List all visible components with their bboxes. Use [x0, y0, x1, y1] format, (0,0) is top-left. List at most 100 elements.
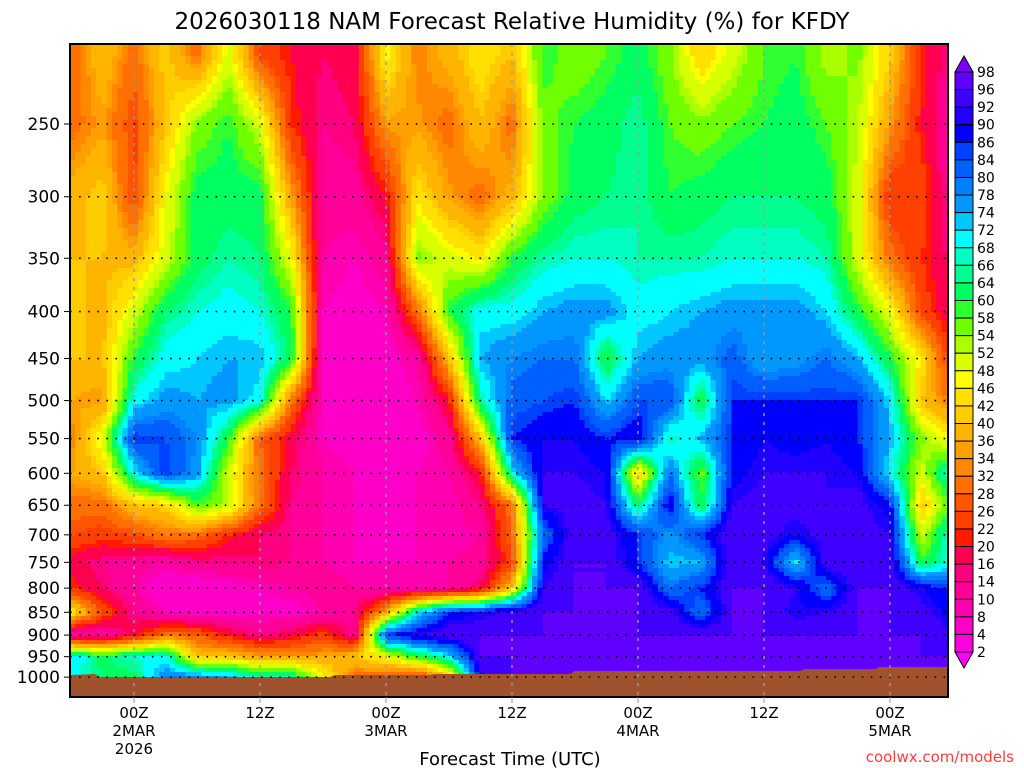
rh-cell — [180, 520, 186, 525]
rh-cell — [154, 528, 160, 533]
rh-cell — [144, 392, 150, 397]
rh-cell — [217, 232, 223, 237]
rh-cell — [102, 628, 108, 633]
rh-cell — [217, 636, 223, 641]
rh-cell — [175, 496, 181, 501]
rh-cell — [75, 432, 81, 437]
rh-cell — [217, 224, 223, 229]
rh-cell — [191, 88, 197, 93]
rh-cell — [96, 204, 102, 209]
rh-cell — [207, 324, 213, 329]
rh-cell — [175, 392, 181, 397]
rh-cell — [175, 428, 181, 433]
rh-cell — [228, 140, 234, 145]
rh-cell — [128, 208, 134, 213]
rh-cell — [128, 240, 134, 245]
rh-cell — [81, 500, 87, 505]
rh-cell — [81, 440, 87, 445]
rh-cell — [159, 236, 165, 241]
rh-cell — [91, 512, 97, 517]
rh-cell — [201, 408, 207, 413]
rh-cell — [86, 392, 92, 397]
rh-cell — [212, 596, 218, 601]
rh-cell — [175, 604, 181, 609]
rh-cell — [186, 508, 192, 513]
rh-cell — [123, 444, 129, 449]
rh-cell — [128, 304, 134, 309]
rh-cell — [196, 48, 202, 53]
rh-cell — [102, 232, 108, 237]
rh-cell — [112, 208, 118, 213]
rh-cell — [138, 412, 144, 417]
rh-cell — [117, 348, 123, 353]
rh-cell — [96, 600, 102, 605]
rh-cell — [154, 128, 160, 133]
rh-cell — [144, 84, 150, 89]
rh-cell — [96, 340, 102, 345]
rh-cell — [165, 272, 171, 277]
rh-cell — [170, 620, 176, 625]
rh-cell — [196, 216, 202, 221]
rh-cell — [222, 408, 228, 413]
rh-cell — [81, 392, 87, 397]
rh-cell — [180, 160, 186, 165]
rh-cell — [201, 564, 207, 569]
rh-cell — [154, 200, 160, 205]
rh-cell — [107, 192, 113, 197]
rh-cell — [228, 96, 234, 101]
rh-cell — [144, 168, 150, 173]
rh-cell — [138, 368, 144, 373]
rh-cell — [201, 480, 207, 485]
rh-cell — [222, 488, 228, 493]
rh-cell — [191, 84, 197, 89]
rh-cell — [186, 228, 192, 233]
rh-cell — [175, 408, 181, 413]
rh-cell — [117, 128, 123, 133]
rh-cell — [133, 668, 139, 673]
rh-cell — [123, 260, 129, 265]
rh-cell — [191, 532, 197, 537]
rh-cell — [186, 188, 192, 193]
rh-cell — [128, 588, 134, 593]
rh-cell — [133, 84, 139, 89]
rh-cell — [123, 304, 129, 309]
rh-cell — [154, 560, 160, 565]
rh-cell — [81, 508, 87, 513]
rh-cell — [191, 388, 197, 393]
rh-cell — [217, 564, 223, 569]
rh-cell — [81, 580, 87, 585]
rh-cell — [165, 168, 171, 173]
rh-cell — [75, 128, 81, 133]
rh-cell — [222, 644, 228, 649]
rh-cell — [91, 500, 97, 505]
rh-cell — [112, 52, 118, 57]
rh-cell — [186, 220, 192, 225]
rh-cell — [159, 524, 165, 529]
rh-cell — [175, 80, 181, 85]
rh-cell — [175, 252, 181, 257]
rh-cell — [222, 320, 228, 325]
rh-cell — [123, 412, 129, 417]
rh-cell — [170, 624, 176, 629]
rh-cell — [217, 56, 223, 61]
rh-cell — [96, 592, 102, 597]
rh-cell — [180, 84, 186, 89]
rh-cell — [123, 252, 129, 257]
rh-cell — [117, 60, 123, 65]
rh-cell — [123, 272, 129, 277]
rh-cell — [96, 476, 102, 481]
rh-cell — [180, 52, 186, 57]
rh-cell — [222, 236, 228, 241]
rh-cell — [207, 304, 213, 309]
rh-cell — [186, 152, 192, 157]
rh-cell — [175, 188, 181, 193]
rh-cell — [201, 300, 207, 305]
rh-cell — [138, 76, 144, 81]
rh-cell — [81, 300, 87, 305]
rh-cell — [165, 124, 171, 129]
rh-cell — [228, 168, 234, 173]
rh-cell — [186, 232, 192, 237]
rh-cell — [75, 552, 81, 557]
rh-cell — [102, 408, 108, 413]
rh-cell — [107, 60, 113, 65]
